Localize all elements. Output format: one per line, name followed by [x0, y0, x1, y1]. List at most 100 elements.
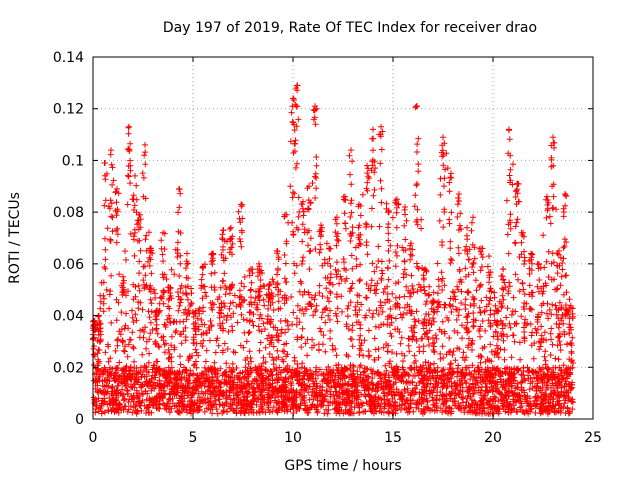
data-point [556, 321, 563, 328]
data-point [176, 185, 182, 192]
data-point [189, 352, 195, 359]
data-point [514, 180, 520, 187]
data-point [370, 192, 377, 199]
data-point [327, 368, 334, 375]
data-point [501, 356, 508, 363]
data-point [254, 273, 261, 280]
data-point [468, 227, 475, 234]
data-point [178, 340, 185, 347]
data-point [398, 350, 405, 357]
data-point [378, 123, 384, 130]
data-point [386, 374, 393, 381]
data-point [334, 305, 341, 312]
data-point [132, 283, 139, 290]
data-point [109, 402, 116, 409]
data-point [470, 381, 477, 388]
chart-title: Day 197 of 2019, Rate Of TEC Index for r… [163, 20, 537, 36]
data-point [214, 410, 221, 417]
data-point [185, 377, 192, 384]
data-point [283, 396, 290, 403]
data-point [496, 390, 503, 397]
data-point [165, 355, 172, 362]
data-point [444, 165, 451, 172]
data-point [262, 359, 269, 365]
data-point [103, 390, 110, 397]
data-point [303, 385, 310, 391]
data-point [477, 374, 484, 380]
data-point [126, 123, 132, 130]
data-point [475, 369, 482, 375]
data-point [348, 285, 355, 291]
data-point [348, 403, 355, 410]
data-point [532, 325, 539, 332]
data-point [371, 357, 378, 363]
data-point [341, 259, 347, 266]
data-point [356, 364, 363, 370]
data-point [333, 273, 340, 280]
data-point [280, 358, 287, 365]
data-point [443, 351, 450, 358]
data-point [203, 293, 210, 300]
data-point [162, 322, 169, 329]
data-point [454, 306, 461, 313]
data-point [529, 251, 536, 258]
data-point [416, 344, 423, 351]
data-point [500, 296, 507, 303]
data-point [440, 354, 447, 361]
data-point [270, 387, 277, 393]
data-point [375, 371, 382, 377]
data-point [174, 239, 181, 246]
data-point [124, 353, 131, 360]
data-point [441, 304, 448, 311]
data-point [295, 116, 302, 123]
data-point [541, 353, 548, 360]
data-point [216, 314, 223, 321]
data-point [265, 375, 272, 382]
data-point [370, 126, 376, 133]
data-point [116, 359, 123, 366]
data-point [327, 280, 334, 287]
data-point [141, 285, 148, 292]
data-point [292, 403, 299, 410]
data-point [141, 328, 148, 335]
data-point [482, 380, 489, 387]
data-point [445, 376, 452, 383]
data-point [386, 322, 393, 329]
data-point [435, 283, 442, 290]
data-point [223, 373, 230, 379]
data-point [468, 340, 475, 346]
data-point [139, 397, 146, 404]
data-point [221, 313, 227, 320]
data-point [209, 306, 216, 313]
data-point [246, 348, 253, 355]
data-point [477, 389, 484, 396]
data-point [140, 277, 147, 284]
data-point [100, 308, 107, 315]
data-point [546, 407, 552, 414]
data-point [392, 303, 399, 310]
data-point [500, 321, 506, 328]
data-point [211, 269, 218, 276]
data-point [210, 389, 217, 396]
data-point [127, 140, 134, 147]
data-point [354, 299, 361, 306]
data-point [557, 282, 564, 289]
data-point [142, 364, 149, 371]
data-point [177, 299, 184, 306]
data-point [393, 350, 400, 357]
data-point [184, 296, 191, 303]
data-point [374, 369, 381, 376]
data-point [320, 332, 327, 339]
data-point [556, 379, 563, 386]
data-point [137, 216, 144, 223]
data-point [207, 318, 214, 324]
data-point [406, 307, 413, 314]
data-point [262, 409, 269, 416]
data-point [560, 244, 567, 251]
data-point [497, 317, 504, 324]
data-point [101, 409, 108, 416]
data-point [279, 348, 286, 354]
data-point [223, 286, 230, 293]
data-point [521, 329, 528, 335]
data-point [498, 304, 505, 311]
